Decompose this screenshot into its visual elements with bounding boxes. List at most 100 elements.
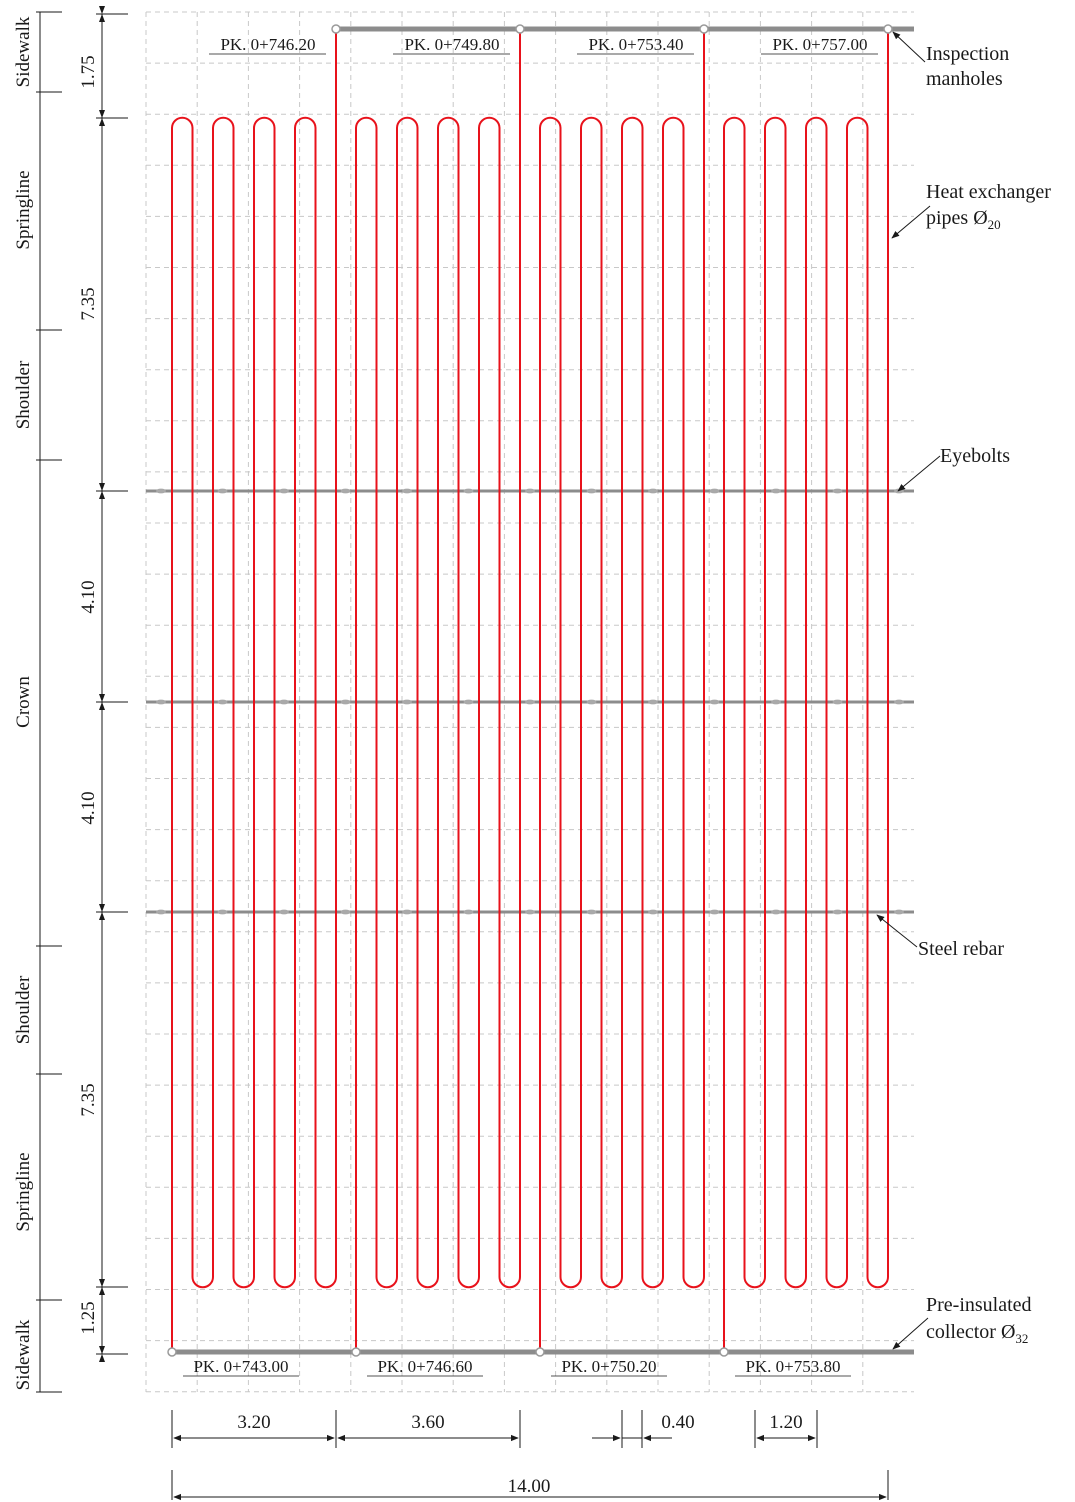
eyebolt: [771, 699, 781, 705]
eyebolt: [402, 488, 412, 494]
zone-label-shoulder: Shoulder: [13, 360, 34, 429]
eyebolt: [894, 909, 904, 915]
heat-exchanger-pipe-loop: [171, 29, 337, 1352]
vertical-dimension-label: 1.25: [78, 1301, 99, 1334]
eyebolt: [156, 488, 166, 494]
eyebolt: [525, 699, 535, 705]
eyebolt: [586, 909, 597, 915]
connection-nodes: [167, 24, 893, 1357]
pk-label-top: PK. 0+753.40: [588, 35, 683, 54]
dimension-arrow: [99, 483, 105, 491]
eyebolt: [217, 909, 228, 915]
eyebolt: [463, 909, 474, 915]
eyebolt: [340, 488, 351, 494]
collector-node: [167, 1347, 177, 1357]
leader-line: [897, 455, 941, 492]
zone-label-shoulder: Shoulder: [13, 975, 34, 1044]
zone-band: Sidewalk Springline Shoulder Crown Shoul…: [13, 11, 62, 1393]
pk-label-top: PK. 0+749.80: [404, 35, 499, 54]
horizontal-dimensions: 3.20 3.60 0.40 1.20 14.00: [171, 1410, 889, 1501]
annotation-eyebolts: Eyebolts: [940, 445, 1010, 467]
zone-label-springline: Springline: [13, 170, 34, 249]
vertical-dimension-label: 1.75: [78, 55, 99, 88]
dimension-arrow: [99, 14, 105, 22]
heat-exchanger-pipe-loop: [355, 29, 521, 1352]
dimension-arrow: [99, 6, 105, 14]
collector-node: [351, 1347, 361, 1357]
dimension-arrow: [99, 912, 105, 920]
dimension-arrow: [99, 904, 105, 912]
leader-line: [891, 205, 931, 239]
horizontal-dimension-label: 3.60: [411, 1412, 444, 1433]
eyebolt: [648, 699, 658, 705]
dimension-arrow: [99, 694, 105, 702]
eyebolt: [894, 699, 904, 705]
pk-labels-bottom: PK. 0+743.00 PK. 0+746.60 PK. 0+750.20 P…: [183, 1357, 851, 1377]
eyebolt: [402, 699, 412, 705]
total-width-label: 14.00: [508, 1476, 551, 1497]
eyebolt: [279, 699, 289, 705]
pk-label-bottom: PK. 0+743.00: [193, 1357, 288, 1376]
dimension-arrow: [99, 1279, 105, 1287]
heat-exchanger-pipe-loop: [723, 29, 889, 1352]
annotation-heat-exchanger: pipes Ø20: [926, 207, 1001, 232]
heat-exchanger-pipe-loop: [539, 29, 705, 1352]
leader-line: [892, 1317, 929, 1350]
eyebolt: [279, 909, 289, 915]
steel-rebar-lines: [146, 488, 914, 915]
leader-line: [876, 914, 918, 948]
eyebolt: [648, 488, 658, 494]
collector-node: [535, 1347, 545, 1357]
heat-exchanger-text: pipes Ø: [926, 207, 988, 229]
vertical-dimension-label: 4.10: [78, 791, 99, 824]
heat-exchanger-subscript: 20: [988, 217, 1001, 232]
eyebolt: [402, 909, 412, 915]
leader-line: [892, 31, 926, 63]
pk-label-top: PK. 0+757.00: [772, 35, 867, 54]
eyebolt: [217, 699, 228, 705]
vertical-dimensions: 1.75 7.35 4.10 4.10 7.35 1.25: [78, 6, 128, 1362]
collector-node: [719, 1347, 729, 1357]
eyebolt: [340, 699, 351, 705]
dimension-arrow: [99, 1346, 105, 1354]
collector-text: collector Ø: [926, 1321, 1015, 1343]
eyebolt: [709, 488, 720, 494]
dimension-arrow: [99, 1287, 105, 1295]
vertical-dimension-label: 7.35: [78, 1083, 99, 1116]
eyebolt: [832, 488, 843, 494]
pk-labels-top: PK. 0+746.20 PK. 0+749.80 PK. 0+753.40 P…: [209, 35, 878, 55]
annotation-collector: collector Ø32: [926, 1321, 1028, 1346]
vertical-dimension-label: 7.35: [78, 287, 99, 320]
eyebolt: [156, 699, 166, 705]
inspection-manhole-node: [331, 24, 341, 34]
zone-label-crown: Crown: [13, 676, 34, 728]
zone-label-springline: Springline: [13, 1152, 34, 1231]
pk-label-bottom: PK. 0+746.60: [377, 1357, 472, 1376]
collector-subscript: 32: [1015, 1331, 1028, 1346]
eyebolt: [771, 909, 781, 915]
annotation-steel-rebar: Steel rebar: [918, 938, 1004, 960]
eyebolt: [894, 488, 904, 494]
eyebolt: [156, 909, 166, 915]
eyebolt: [709, 909, 720, 915]
heat-exchanger-pipes: [171, 29, 889, 1352]
pk-label-bottom: PK. 0+750.20: [561, 1357, 656, 1376]
annotation-inspection: Inspection: [926, 43, 1009, 65]
collectors: [172, 26, 914, 1355]
eyebolt: [340, 909, 351, 915]
dimension-arrow: [99, 1354, 105, 1362]
eyebolt: [586, 699, 597, 705]
zone-label-sidewalk: Sidewalk: [13, 16, 34, 87]
annotation-heat-exchanger: Heat exchanger: [926, 181, 1051, 203]
vertical-dimension-label: 4.10: [78, 580, 99, 613]
eyebolt: [771, 488, 781, 494]
horizontal-dimension-label: 1.20: [769, 1412, 802, 1433]
eyebolt: [525, 909, 535, 915]
eyebolt: [709, 699, 720, 705]
dimension-arrow: [99, 702, 105, 710]
dimension-arrow: [99, 118, 105, 126]
pk-label-bottom: PK. 0+753.80: [745, 1357, 840, 1376]
inspection-manhole-node: [883, 24, 893, 34]
eyebolt: [463, 699, 474, 705]
inspection-manhole-node: [699, 24, 709, 34]
